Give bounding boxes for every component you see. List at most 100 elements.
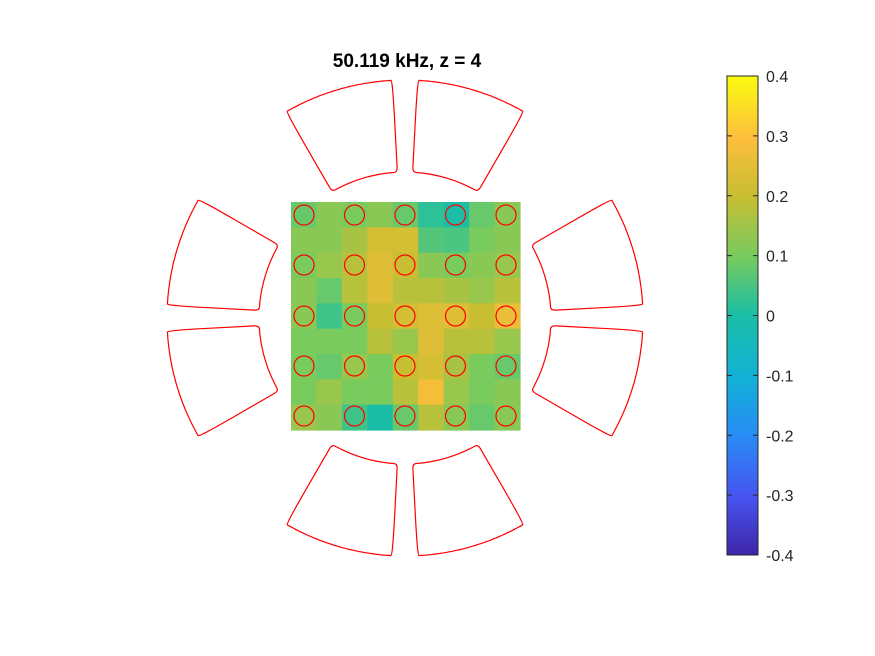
heatmap-cell — [367, 404, 394, 431]
heatmap-cell — [418, 404, 445, 431]
heatmap-cell — [469, 404, 496, 431]
element-marker — [343, 305, 366, 327]
heatmap-cell — [469, 379, 496, 406]
heatmap-cell — [291, 328, 318, 355]
heatmap-cell — [367, 202, 394, 228]
heatmap-cell — [316, 354, 343, 380]
element-marker — [495, 305, 517, 327]
element-marker — [444, 204, 467, 226]
element-marker — [343, 355, 366, 377]
heatmap-cell — [291, 303, 318, 330]
heatmap-cell — [341, 328, 368, 355]
element-marker — [394, 305, 416, 327]
colorbar-scale — [726, 75, 759, 556]
heatmap-cell — [341, 278, 368, 304]
transducer-outline — [166, 79, 644, 557]
heatmap-cell — [418, 227, 445, 254]
outline-segment — [412, 445, 524, 557]
heatmap-cell — [367, 227, 394, 254]
outline-segment — [166, 325, 278, 437]
element-marker — [394, 254, 416, 276]
heatmap-cell — [469, 278, 496, 304]
heatmap-cell — [291, 278, 318, 304]
element-marker — [495, 355, 517, 377]
heatmap-cell — [469, 252, 496, 279]
outline-segment — [532, 325, 644, 437]
heatmap-cell — [316, 202, 343, 228]
outline-segment — [286, 445, 398, 557]
colorbar-tick-label: 0.1 — [766, 249, 788, 266]
heatmap-cell — [392, 379, 419, 406]
heatmap-cell — [316, 404, 343, 431]
outline-segment — [412, 79, 524, 191]
heatmap-cell — [494, 278, 521, 304]
heatmap-cell — [291, 404, 318, 431]
element-marker — [343, 204, 366, 226]
heatmap-cell — [367, 303, 394, 330]
element-marker — [293, 355, 315, 377]
element-marker — [394, 405, 416, 427]
heatmap-cell — [367, 328, 394, 355]
heatmap-cell — [469, 227, 496, 254]
heatmap-cell — [316, 328, 343, 355]
heatmap-cell — [494, 202, 521, 228]
heatmap-cell — [418, 354, 445, 380]
heatmap-cell — [494, 227, 521, 254]
colorbar-tick-label: -0.2 — [766, 428, 794, 445]
heatmap-cell — [341, 303, 368, 330]
element-marker — [293, 305, 315, 327]
colorbar-tick-label: 0.2 — [766, 189, 788, 206]
heatmap-cell — [316, 303, 343, 330]
element-marker — [394, 204, 416, 226]
colorbar-tick-label: 0 — [766, 309, 775, 326]
heatmap-cell — [392, 328, 419, 355]
heatmap-cell — [341, 252, 368, 279]
heatmap-cell — [316, 227, 343, 254]
heatmap-cell — [316, 278, 343, 304]
element-marker — [293, 405, 315, 427]
heatmap-cell — [291, 252, 318, 279]
heatmap-cell — [341, 202, 368, 228]
heatmap-cell — [443, 227, 470, 254]
heatmap-cell — [443, 278, 470, 304]
colorbar-tick-label: -0.3 — [766, 488, 794, 505]
heatmap-cell — [367, 379, 394, 406]
heatmap-cell — [418, 252, 445, 279]
colorbar-tick-label: 0.4 — [766, 69, 788, 86]
element-marker — [495, 254, 517, 276]
heatmap-cell — [494, 379, 521, 406]
element-marker — [444, 254, 467, 276]
element-marker — [343, 405, 366, 427]
outline-segment — [532, 199, 644, 311]
element-marker — [394, 355, 416, 377]
heatmap-cell — [291, 379, 318, 406]
heatmap-cell — [418, 379, 445, 406]
heatmap-grid — [291, 202, 521, 431]
heatmap-cell — [469, 202, 496, 228]
heatmap-cell — [469, 303, 496, 330]
element-marker — [495, 204, 517, 226]
colorbar-ticks: 0.4 0.3 0.2 0.1 0 -0.1 -0.2 -0.3 -0.4 — [727, 69, 794, 565]
heatmap-cell — [469, 354, 496, 380]
element-marker — [495, 405, 517, 427]
heatmap-cell — [316, 252, 343, 279]
colorbar-tick-label: 0.3 — [766, 129, 788, 146]
heatmap-cell — [418, 303, 445, 330]
heatmap-cell — [291, 202, 318, 228]
heatmap-cell — [443, 328, 470, 355]
heatmap-cell — [291, 227, 318, 254]
colorbar-tick-label: -0.4 — [766, 548, 794, 565]
heatmap-cell — [494, 328, 521, 355]
element-markers — [293, 204, 517, 427]
element-marker — [293, 254, 315, 276]
heatmap-cell — [367, 354, 394, 380]
element-marker — [444, 405, 467, 427]
heatmap-cell — [316, 379, 343, 406]
heatmap-cell — [367, 278, 394, 304]
element-marker — [444, 305, 467, 327]
chart-title: 50.119 kHz, z = 4 — [333, 51, 482, 72]
heatmap-cell — [418, 278, 445, 304]
heatmap-cell — [341, 227, 368, 254]
element-marker — [293, 204, 315, 226]
outline-segment — [166, 199, 278, 311]
